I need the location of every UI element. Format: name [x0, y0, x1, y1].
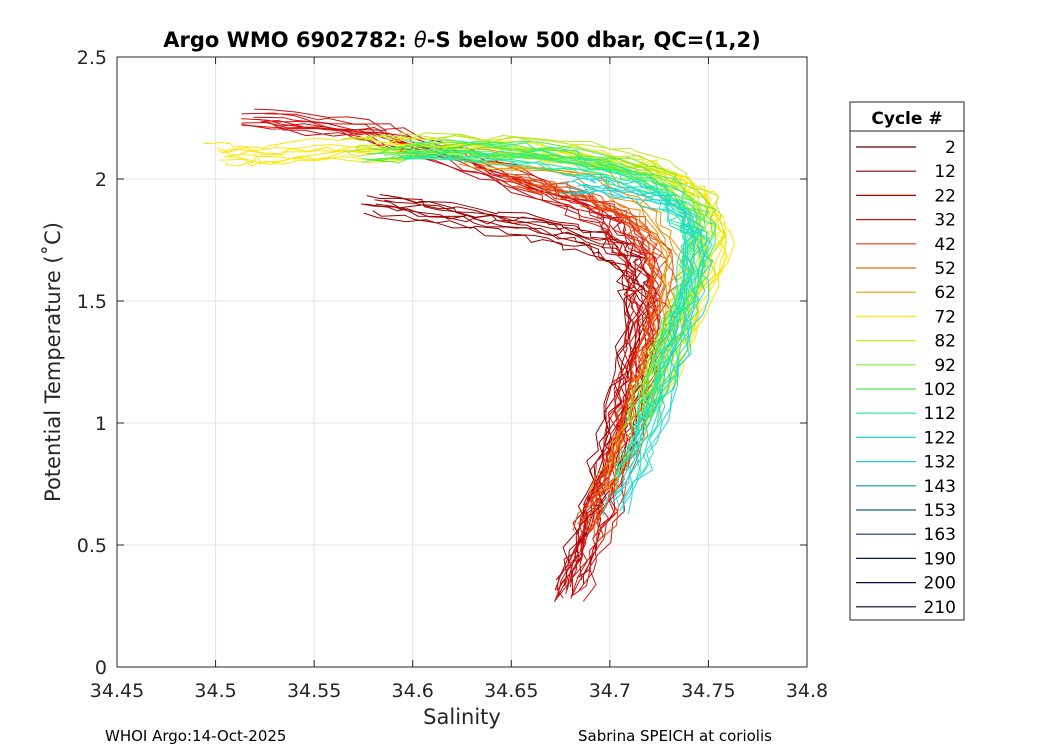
tick-marks: [116, 56, 808, 668]
y-tick-label: 0: [95, 657, 107, 679]
profile-line-cyan: [577, 183, 714, 512]
legend-label: 190: [924, 549, 956, 569]
legend-label: 132: [924, 453, 956, 473]
x-tick-label: 34.7: [589, 680, 631, 702]
footer-right: Sabrina SPEICH at coriolis: [578, 727, 772, 745]
x-tick-label: 34.55: [287, 680, 341, 702]
legend-label: 52: [934, 259, 956, 279]
x-axis-label: Salinity: [423, 705, 501, 729]
profile-line-orange-red: [503, 172, 660, 525]
legend-label: 12: [934, 162, 956, 182]
y-tick-label: 1.5: [77, 291, 107, 313]
profile-line-yellow-green: [366, 132, 726, 400]
profile-line-dark-red: [360, 203, 632, 591]
y-tick-label: 2.5: [77, 47, 107, 69]
y-tick-label: 0.5: [77, 535, 107, 557]
y-tick-label: 1: [95, 413, 107, 435]
profile-line-yellow-green: [355, 144, 709, 412]
legend-label: 102: [924, 380, 956, 400]
legend-label: 22: [934, 186, 956, 206]
profile-line-orange: [458, 163, 668, 493]
legend-label: 200: [924, 574, 956, 594]
legend-label: 163: [924, 525, 956, 545]
legend-label: 42: [934, 235, 956, 255]
y-tick-label: 2: [95, 169, 107, 191]
legend: Cycle # 2 12 22 32 42 52 62 72 82 92 102 112 122 132 1…: [849, 101, 965, 621]
legend-entries: 2 12 22 32 42 52 62 72 82 92 102 112 122 132 143 153 163…: [856, 138, 956, 618]
y-axis-label: Potential Temperature (˚C): [41, 222, 65, 502]
profile-line-cyan: [572, 177, 706, 503]
legend-label: 62: [934, 283, 956, 303]
legend-label: 122: [924, 428, 956, 448]
legend-label: 32: [934, 211, 956, 231]
x-tick-label: 34.75: [681, 680, 735, 702]
x-tick-label: 34.65: [484, 680, 538, 702]
x-tick-label: 34.8: [786, 680, 828, 702]
chart-title: Argo WMO 6902782: θ-S below 500 dbar, QC…: [163, 28, 760, 52]
profile-lines: [203, 108, 735, 603]
legend-title: Cycle #: [871, 109, 942, 129]
profile-line-cyan: [561, 172, 698, 496]
plot-frame: [116, 56, 808, 668]
x-tick-label: 34.45: [90, 680, 144, 702]
profile-line-cyan: [567, 189, 701, 514]
profile-line-yellow-green: [341, 134, 701, 405]
legend-label: 2: [945, 138, 956, 158]
tick-labels: 34.45 34.5 34.55 34.6 34.65 34.7 34.75 34.8 0 0.5…: [77, 47, 828, 702]
legend-label: 210: [924, 598, 956, 618]
legend-label: 153: [924, 501, 956, 521]
footer-left: WHOI Argo:14-Oct-2025: [105, 727, 286, 745]
profile-line-orange-red: [511, 173, 666, 526]
legend-label: 72: [934, 307, 956, 327]
x-tick-label: 34.5: [194, 680, 236, 702]
legend-label: 112: [924, 404, 956, 424]
profile-line-orange-red: [524, 185, 678, 543]
legend-label: 92: [934, 356, 956, 376]
profile-line-cyan: [559, 190, 697, 516]
profile-line-cyan: [562, 180, 689, 505]
x-tick-label: 34.6: [392, 680, 434, 702]
legend-label: 143: [924, 477, 956, 497]
profile-line-yellow: [225, 155, 727, 409]
legend-label: 82: [934, 332, 956, 352]
